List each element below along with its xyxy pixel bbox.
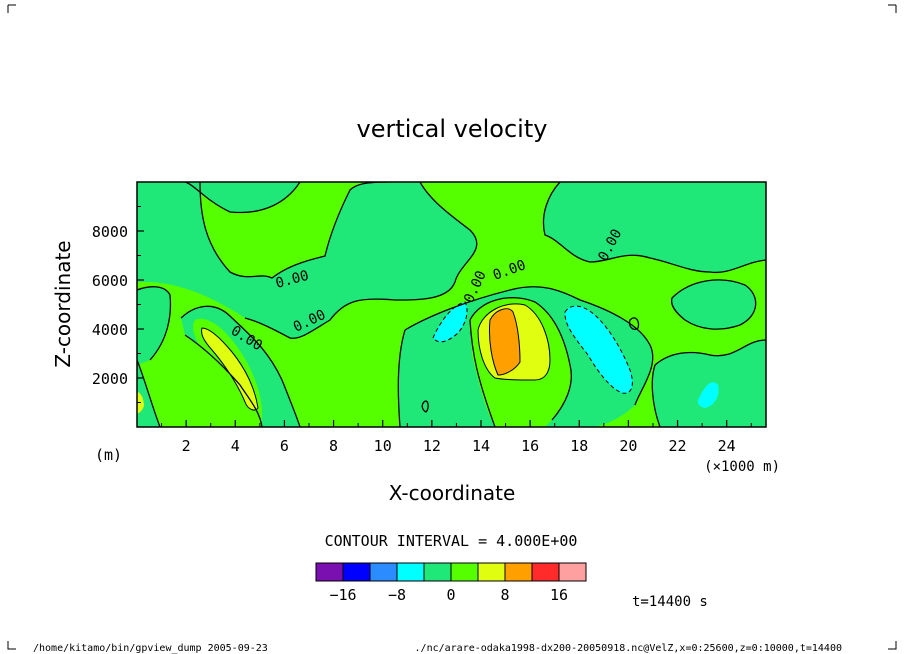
x-unit-label: (×1000 m) [704,459,780,475]
colorbar-bin [450,562,479,582]
region-negative [137,182,300,213]
colorbar-tick-label: 0 [446,586,455,604]
y-tick-label: 2000 [92,370,128,388]
x-tick-label: 4 [231,437,240,455]
colorbar-tick-label: 16 [550,586,568,604]
colorbar-bin [558,562,587,582]
x-tick-label: 24 [718,437,736,455]
region-negative [652,340,766,427]
y-unit-label: (m) [95,446,122,464]
colorbar-bin [423,562,452,582]
colorbar-bin [369,562,398,582]
x-tick-label: 12 [423,437,441,455]
region-minus8-minus4 [564,306,633,394]
x-tick-label: 6 [280,437,289,455]
y-tick-label: 4000 [92,321,128,339]
colorbar-tick-label: −16 [329,586,356,604]
footer-left: /home/kitamo/bin/gpview_dump 2005-09-23 [33,643,268,654]
x-tick-label: 14 [472,437,490,455]
y-axis: 2000 4000 6000 8000 [92,206,144,403]
y-axis-title: Z-coordinate [51,240,75,367]
y-tick-label: 8000 [92,223,128,241]
colorbar-bin [477,562,506,582]
colorbar-bin [531,562,560,582]
x-tick-label: 8 [329,437,338,455]
contour-lines [137,182,766,427]
x-tick-label: 16 [521,437,539,455]
contour-lines-negative [432,301,633,394]
colorbar: −16 −8 0 8 16 [315,562,587,604]
region-8-12 [489,308,520,375]
x-tick-label: 2 [182,437,191,455]
x-tick-label: 10 [374,437,392,455]
colorbar-bin [315,562,344,582]
region-negative [137,286,171,365]
region-negative [671,279,756,330]
x-axis: 2 4 6 8 10 12 14 16 18 20 22 24 [161,420,752,455]
chart-title: vertical velocity [357,115,548,143]
corner-marks [7,4,897,650]
colorbar-bin [396,562,425,582]
region-4-8 [201,328,258,410]
x-axis-title: X-coordinate [389,481,516,505]
footer-right: ./nc/arare-odaka1998-dx200-20050918.nc@V… [415,643,842,654]
y-tick-label: 6000 [92,272,128,290]
x-tick-label: 18 [570,437,588,455]
x-tick-label: 22 [669,437,687,455]
colorbar-tick-label: 8 [500,586,509,604]
colorbar-bin [504,562,533,582]
region-negative [543,182,766,273]
time-label: t=14400 s [632,594,708,610]
plot-area: 0.00 0.00 0.00 0.00 0.00 0.00 [136,181,767,428]
colorbar-bin [342,562,371,582]
region-minus8-minus4 [697,382,719,408]
contour-lines-positive [201,303,551,411]
region-minus8-minus4 [433,302,468,342]
contour-interval-label: CONTOUR INTERVAL = 4.000E+00 [325,532,578,550]
x-tick-label: 20 [619,437,637,455]
colorbar-tick-label: −8 [388,586,406,604]
